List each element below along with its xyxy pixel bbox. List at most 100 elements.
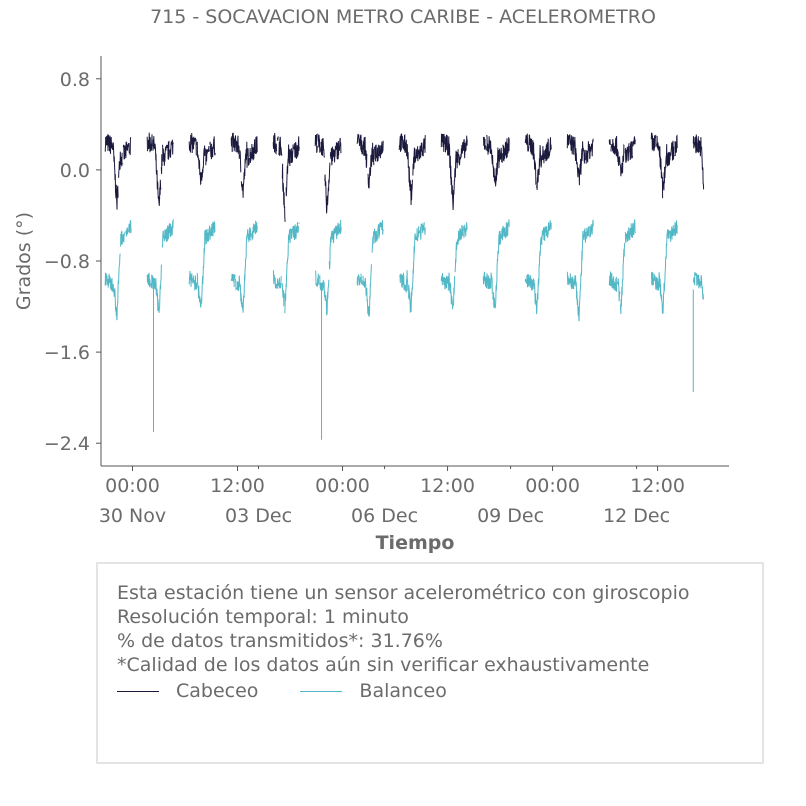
series-balanceo-line [360, 273, 363, 285]
legend-label-balanceo: Balanceo [359, 680, 447, 702]
series-balanceo-line [692, 271, 701, 289]
x-tick-label-hour: 00:00 [315, 475, 370, 497]
info-description: Esta estación tiene un sensor aceleromét… [117, 582, 690, 604]
info-box: Esta estación tiene un sensor aceleromét… [96, 562, 764, 764]
series-balanceo-line [192, 275, 198, 291]
series-balanceo-line [619, 242, 626, 315]
y-tick-label: −2.4 [44, 433, 90, 455]
legend-swatch-cabeceo [117, 690, 159, 692]
series-balanceo-line [125, 227, 129, 237]
series-layer [104, 132, 705, 440]
series-balanceo-line [421, 223, 424, 234]
series-balanceo-line [616, 278, 621, 302]
series-cabeceo-line [566, 134, 584, 186]
series-cabeceo-line [631, 141, 633, 159]
series-balanceo-line [148, 272, 151, 288]
x-tick-label-date: 06 Dec [351, 505, 418, 527]
series-balanceo-line [292, 222, 299, 240]
series-cabeceo-line [651, 132, 657, 152]
series-cabeceo-line [188, 134, 192, 153]
series-cabeceo-line [373, 144, 378, 162]
series-cabeceo-line [314, 134, 318, 153]
series-balanceo-line [424, 227, 426, 235]
x-tick-label-hour: 00:00 [525, 475, 580, 497]
series-cabeceo-line [398, 133, 408, 157]
series-cabeceo-line [544, 137, 552, 162]
series-cabeceo-line [629, 141, 632, 161]
series-cabeceo-line [502, 137, 510, 162]
series-cabeceo-line [317, 133, 321, 153]
series-cabeceo-line [697, 136, 705, 190]
series-balanceo-line [319, 275, 330, 316]
series-cabeceo-line [285, 144, 292, 197]
series-cabeceo-line [209, 136, 216, 160]
series-balanceo-line [482, 271, 493, 294]
y-tick-label: −1.6 [44, 342, 90, 364]
series-balanceo-line [463, 222, 468, 239]
series-cabeceo-line [238, 145, 240, 159]
plot-area: 0.8 0.0 −0.8 −1.6 −2.4 00:00 12:00 00:00 12:00 00… [13, 56, 729, 554]
series-balanceo-line [405, 270, 409, 294]
series-cabeceo-line [694, 134, 698, 154]
series-cabeceo-line [458, 139, 466, 166]
series-balanceo-line [276, 277, 280, 290]
series-balanceo-line [358, 275, 361, 286]
y-tick-label: 0.0 [60, 160, 90, 182]
series-cabeceo-line [536, 145, 545, 191]
series-balanceo-line [104, 253, 121, 321]
series-cabeceo-line [104, 134, 119, 210]
series-balanceo-line [120, 230, 125, 247]
series-cabeceo-line [692, 136, 696, 149]
series-cabeceo-line [239, 150, 242, 173]
series-cabeceo-line [278, 136, 283, 156]
chart-title: 715 - SOCAVACION METRO CARIBE - ACELEROM… [150, 6, 656, 28]
legend-label-cabeceo: Cabeceo [176, 680, 259, 702]
series-balanceo-line [419, 223, 423, 240]
series-cabeceo-line [324, 162, 331, 214]
x-tick-label-hour: 12:00 [420, 475, 475, 497]
series-cabeceo-line [367, 142, 375, 189]
series-balanceo-line [196, 220, 216, 308]
series-cabeceo-line [276, 136, 279, 141]
series-cabeceo-line [610, 135, 625, 177]
legend-entry-cabeceo: Cabeceo [117, 679, 258, 703]
x-tick-label-hour: 12:00 [210, 475, 265, 497]
series-cabeceo-line [456, 149, 459, 169]
series-cabeceo-line [240, 141, 248, 198]
x-axis-label: Tiempo [376, 532, 455, 554]
series-cabeceo-line [583, 149, 587, 164]
series-cabeceo-line [152, 136, 162, 206]
x-tick-label-date: 03 Dec [225, 505, 292, 527]
series-cabeceo-line [329, 140, 340, 166]
series-balanceo-line [492, 221, 509, 309]
series-cabeceo-line [624, 147, 628, 163]
series-cabeceo-line [255, 136, 258, 155]
series-cabeceo-line [232, 132, 235, 148]
series-balanceo-line [328, 219, 342, 270]
series-balanceo-line [279, 276, 282, 289]
series-cabeceo-line [147, 132, 153, 153]
series-cabeceo-line [320, 137, 325, 158]
series-cabeceo-line [233, 135, 239, 154]
info-transmitted: % de datos transmitidos*: 31.76% [117, 630, 443, 652]
series-balanceo-line [650, 271, 655, 286]
series-cabeceo-line [412, 135, 426, 176]
y-tick-label: 0.8 [60, 69, 90, 91]
series-cabeceo-line [247, 148, 250, 166]
series-balanceo-line [146, 274, 149, 285]
series-balanceo-line [371, 219, 384, 253]
series-cabeceo-line [196, 141, 206, 186]
series-balanceo-line [524, 273, 535, 291]
series-balanceo-line [356, 274, 359, 286]
series-balanceo-line [151, 274, 156, 291]
series-cabeceo-line [670, 140, 675, 161]
series-balanceo-line [236, 229, 250, 313]
series-cabeceo-line [118, 151, 123, 178]
series-cabeceo-line [627, 143, 630, 162]
series-balanceo-line [230, 273, 235, 288]
series-balanceo-line [284, 228, 293, 314]
series-balanceo-line [272, 270, 277, 289]
x-tick-label-date: 30 Nov [99, 505, 166, 527]
series-balanceo-line [281, 283, 285, 307]
series-balanceo-line [124, 231, 126, 235]
